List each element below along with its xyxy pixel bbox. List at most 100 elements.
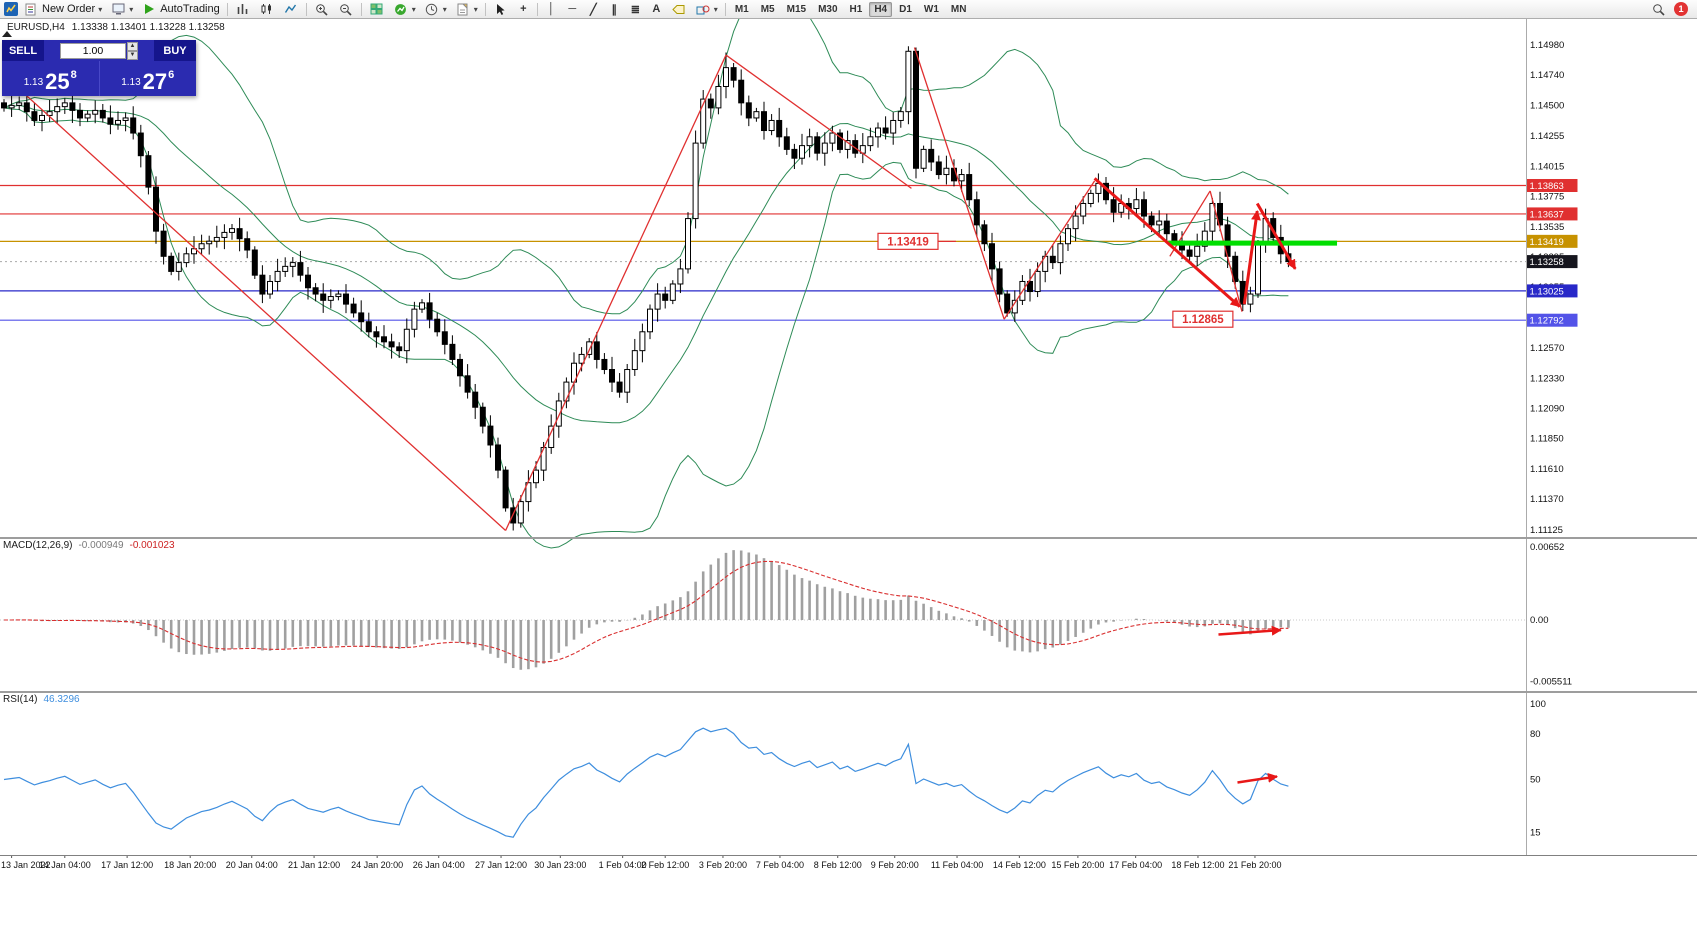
svg-text:13 Jan 2022: 13 Jan 2022 <box>1 860 51 870</box>
text-tool-button[interactable]: A <box>646 1 667 18</box>
svg-text:0.00: 0.00 <box>1530 615 1549 626</box>
svg-text:1.13863: 1.13863 <box>1530 181 1564 192</box>
buy-price-point: 6 <box>168 69 175 81</box>
templates-button[interactable]: ▾ <box>451 1 482 18</box>
svg-text:1.13419: 1.13419 <box>1530 237 1564 248</box>
macd-signal-value: -0.001023 <box>129 540 175 551</box>
search-icon <box>1650 1 1666 17</box>
svg-text:17 Feb 04:00: 17 Feb 04:00 <box>1109 860 1162 870</box>
svg-text:1 Feb 04:00: 1 Feb 04:00 <box>599 860 647 870</box>
volume-down-icon[interactable]: ▼ <box>127 50 138 60</box>
buy-price[interactable]: 1.13 27 6 <box>100 61 197 96</box>
timeframe-button-h1[interactable]: H1 <box>849 4 863 15</box>
svg-text:21 Feb 20:00: 21 Feb 20:00 <box>1228 860 1281 870</box>
sell-button[interactable]: SELL <box>2 40 44 61</box>
shapes-icon <box>695 1 711 17</box>
svg-text:24 Jan 20:00: 24 Jan 20:00 <box>351 860 403 870</box>
svg-text:1.13535: 1.13535 <box>1530 222 1564 233</box>
volume-spinner[interactable]: ▲ ▼ <box>127 41 138 60</box>
vertical-line-tool-button[interactable]: │ <box>541 1 562 18</box>
text-tool-icon: A <box>652 3 661 15</box>
notification-badge[interactable]: 1 <box>1674 2 1688 16</box>
horizontal-lines[interactable] <box>0 184 1526 321</box>
zoom-out-button[interactable] <box>334 1 358 18</box>
svg-text:80: 80 <box>1530 729 1541 740</box>
caret-down-icon: ▾ <box>442 4 447 14</box>
periods-button[interactable]: ▾ <box>420 1 451 18</box>
timeframe-button-m1[interactable]: M1 <box>734 4 749 15</box>
horizontal-line-tool-button[interactable]: ─ <box>562 1 583 18</box>
cursor-button[interactable] <box>489 1 513 18</box>
rsi-label: RSI(14) 46.3296 <box>3 694 80 705</box>
svg-text:1.14740: 1.14740 <box>1530 70 1564 81</box>
one-click-toggle[interactable] <box>2 31 12 37</box>
svg-text:14 Jan 04:00: 14 Jan 04:00 <box>39 860 91 870</box>
shapes-tool-button[interactable]: ▾ <box>691 1 722 18</box>
macd-label: MACD(12,26,9) -0.000949 -0.001023 <box>3 540 175 551</box>
candles <box>1 46 1292 531</box>
svg-text:1.13025: 1.13025 <box>1530 286 1564 297</box>
buy-button[interactable]: BUY <box>154 40 196 61</box>
svg-text:26 Jan 04:00: 26 Jan 04:00 <box>413 860 465 870</box>
svg-text:1.12330: 1.12330 <box>1530 373 1564 384</box>
price-scale[interactable]: 1.14980 1.14740 1.14500 1.14255 1.14015 1.137… <box>1526 40 1578 536</box>
timeframe-button-d1[interactable]: D1 <box>899 4 912 15</box>
trend-annotations[interactable] <box>3 47 1338 531</box>
line-chart-button[interactable] <box>279 1 303 18</box>
channel-icon: ∥ <box>611 3 618 16</box>
timeframe-button-h4[interactable]: H4 <box>869 2 893 17</box>
timeframe-button-w1[interactable]: W1 <box>923 4 939 15</box>
volume-input[interactable] <box>60 42 126 59</box>
monitor-icon <box>110 1 126 17</box>
new-order-icon <box>23 1 39 17</box>
svg-text:18 Jan 20:00: 18 Jan 20:00 <box>164 860 216 870</box>
timeframe-button-m15[interactable]: M15 <box>786 4 807 15</box>
search-button[interactable] <box>1646 1 1670 18</box>
indicators-icon <box>393 1 409 17</box>
autotrading-button[interactable]: AutoTrading <box>137 1 224 18</box>
toolbar-separator <box>226 2 228 16</box>
channel-tool-button[interactable]: ∥ <box>604 1 625 18</box>
bollinger-bands <box>3 0 1289 549</box>
macd-panel-separator[interactable] <box>0 537 1697 539</box>
svg-text:1.13419: 1.13419 <box>887 236 929 248</box>
label-tool-button[interactable] <box>667 1 691 18</box>
svg-text:8 Feb 12:00: 8 Feb 12:00 <box>814 860 862 870</box>
profiles-button[interactable]: ▾ <box>106 1 137 18</box>
svg-text:11 Feb 04:00: 11 Feb 04:00 <box>931 860 983 870</box>
svg-text:30 Jan 23:00: 30 Jan 23:00 <box>534 860 586 870</box>
toolbar-separator <box>484 2 486 16</box>
bar-chart-button[interactable] <box>231 1 255 18</box>
chart-title: EURUSD,H4 1.13338 1.13401 1.13228 1.13258 <box>7 22 225 33</box>
rsi-panel: 100 80 50 15 <box>3 699 1546 838</box>
svg-text:1.12865: 1.12865 <box>1182 314 1224 326</box>
candlestick-chart-button[interactable] <box>255 1 279 18</box>
price-callouts[interactable]: 1.13419 1.12865 <box>877 232 1234 328</box>
rsi-panel-separator[interactable] <box>0 691 1697 693</box>
svg-text:20 Jan 04:00: 20 Jan 04:00 <box>226 860 278 870</box>
timeframe-button-m30[interactable]: M30 <box>818 4 838 15</box>
volume-up-icon[interactable]: ▲ <box>127 41 138 51</box>
chart-symbol-period: EURUSD,H4 <box>7 22 65 33</box>
trendline-tool-button[interactable]: ╱ <box>583 1 604 18</box>
template-icon <box>455 1 471 17</box>
tile-windows-button[interactable] <box>365 1 389 18</box>
svg-text:9 Feb 20:00: 9 Feb 20:00 <box>871 860 919 870</box>
fibonacci-tool-button[interactable]: ≣ <box>625 1 646 18</box>
zoom-in-icon <box>314 1 330 17</box>
svg-text:-0.005511: -0.005511 <box>1530 677 1572 688</box>
zoom-in-button[interactable] <box>310 1 334 18</box>
new-order-button[interactable]: New Order ▾ <box>19 1 106 18</box>
svg-text:21 Jan 12:00: 21 Jan 12:00 <box>288 860 340 870</box>
crosshair-button[interactable]: + <box>513 1 534 18</box>
sell-price[interactable]: 1.13 25 8 <box>2 61 100 96</box>
indicators-button[interactable]: ▾ <box>389 1 420 18</box>
timeframe-button-m5[interactable]: M5 <box>760 4 775 15</box>
toolbar-separator <box>724 2 726 16</box>
timeframe-button-mn[interactable]: MN <box>950 4 967 15</box>
main-toolbar: New Order ▾ ▾ AutoTrading ▾ ▾ ▾ <box>0 0 1697 19</box>
caret-down-icon: ▾ <box>473 4 478 14</box>
